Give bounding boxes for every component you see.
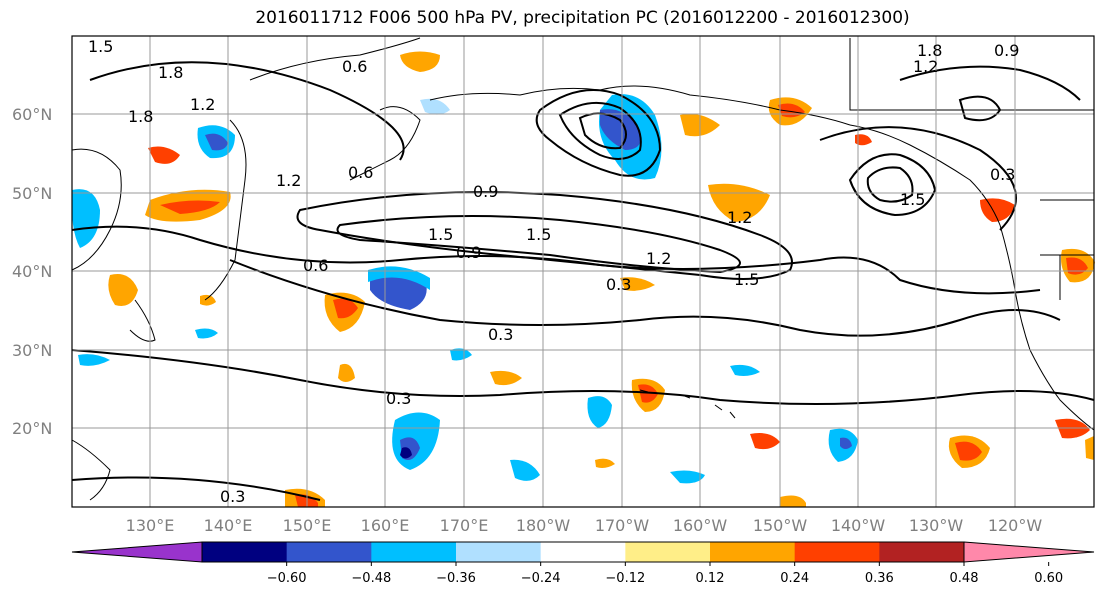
contour-label: 1.8 (158, 63, 183, 82)
colorbar-left-extension (71, 541, 203, 563)
colorbar-tick-label: 0.24 (780, 571, 809, 586)
lat-label-50n: 50°N (12, 184, 52, 203)
contour-label: 0.9 (994, 41, 1019, 60)
contour-label: 0.9 (473, 182, 498, 201)
lon-label: 160°E (361, 516, 410, 535)
lon-label: 140°E (204, 516, 253, 535)
contour-label: 0.3 (488, 325, 513, 344)
contour-label: 0.3 (220, 487, 245, 506)
colorbar-tick-label: 0.60 (1034, 571, 1063, 586)
colorbar-tick-label: 0.48 (950, 571, 979, 586)
colorbar-tick-label: 0.36 (865, 571, 894, 586)
contour-label: 1.5 (526, 225, 551, 244)
lon-label: 170°E (440, 516, 489, 535)
colorbar-segment (625, 542, 711, 562)
contour-label: 1.8 (917, 41, 942, 60)
colorbar-tick-label: −0.12 (605, 571, 645, 586)
contour-label: 1.5 (428, 225, 453, 244)
contour-label: 0.6 (342, 57, 367, 76)
lat-label-40n: 40°N (12, 262, 52, 281)
contour-label: 0.3 (386, 389, 411, 408)
contour-label: 0.6 (348, 163, 373, 182)
colorbar-tick-label: 0.12 (696, 571, 725, 586)
pv-contours (71, 61, 1095, 501)
colorbar-segment (710, 542, 796, 562)
colorbar-segment (879, 542, 965, 562)
graticule (72, 36, 1094, 507)
contour-label: 0.6 (303, 256, 328, 275)
colorbar-segment (540, 542, 626, 562)
map-frame (71, 35, 1095, 508)
map-title: 2016011712 F006 500 hPa PV, precipitatio… (255, 8, 910, 28)
lon-label: 120°W (988, 516, 1043, 535)
colorbar-tick-label: −0.36 (436, 571, 476, 586)
contour-labels: 1.5 1.8 0.6 1.2 1.8 1.2 0.6 0.9 1.5 0.9 … (88, 37, 1019, 506)
coastlines (71, 37, 1095, 501)
lon-label: 130°W (909, 516, 964, 535)
colorbar-frame (201, 541, 965, 563)
colorbar: −0.60 −0.48 −0.36 −0.24 −0.12 0.12 0.24 0.36 0.4… (71, 541, 1095, 586)
colorbar-segment (286, 542, 372, 562)
lon-label: 170°W (595, 516, 650, 535)
latitude-labels: 60°N 50°N 40°N 30°N 20°N (12, 105, 52, 438)
lat-label-60n: 60°N (12, 105, 52, 124)
contour-label: 0.3 (990, 165, 1015, 184)
contour-label: 1.5 (734, 270, 759, 289)
lon-label: 130°E (126, 516, 175, 535)
precip-anomaly-fills (71, 51, 1095, 507)
longitude-labels: 130°E 140°E 150°E 160°E 170°E 180°W 170°… (126, 516, 1043, 535)
contour-label: 1.2 (727, 208, 752, 227)
lat-label-30n: 30°N (12, 341, 52, 360)
contour-label: 1.8 (128, 107, 153, 126)
contour-label: 0.3 (606, 275, 631, 294)
lon-label: 150°E (283, 516, 332, 535)
lat-label-20n: 20°N (12, 419, 52, 438)
colorbar-right-extension (963, 541, 1095, 563)
lon-label: 150°W (753, 516, 808, 535)
contour-label: 1.2 (276, 171, 301, 190)
colorbar-tick-label: −0.48 (351, 571, 391, 586)
contour-label: 0.9 (456, 243, 481, 262)
colorbar-segment (202, 542, 288, 562)
lon-label: 160°W (673, 516, 728, 535)
colorbar-segment (794, 542, 880, 562)
colorbar-segment (371, 542, 457, 562)
colorbar-tick-label: −0.24 (521, 571, 561, 586)
contour-label: 1.2 (190, 95, 215, 114)
lon-label: 180°W (516, 516, 571, 535)
colorbar-tick-label: −0.60 (267, 571, 307, 586)
lon-label: 140°W (831, 516, 886, 535)
colorbar-segment (456, 542, 542, 562)
contour-label: 1.2 (913, 57, 938, 76)
contour-label: 1.5 (900, 190, 925, 209)
contour-label: 1.5 (88, 37, 113, 56)
contour-label: 1.2 (646, 249, 671, 268)
